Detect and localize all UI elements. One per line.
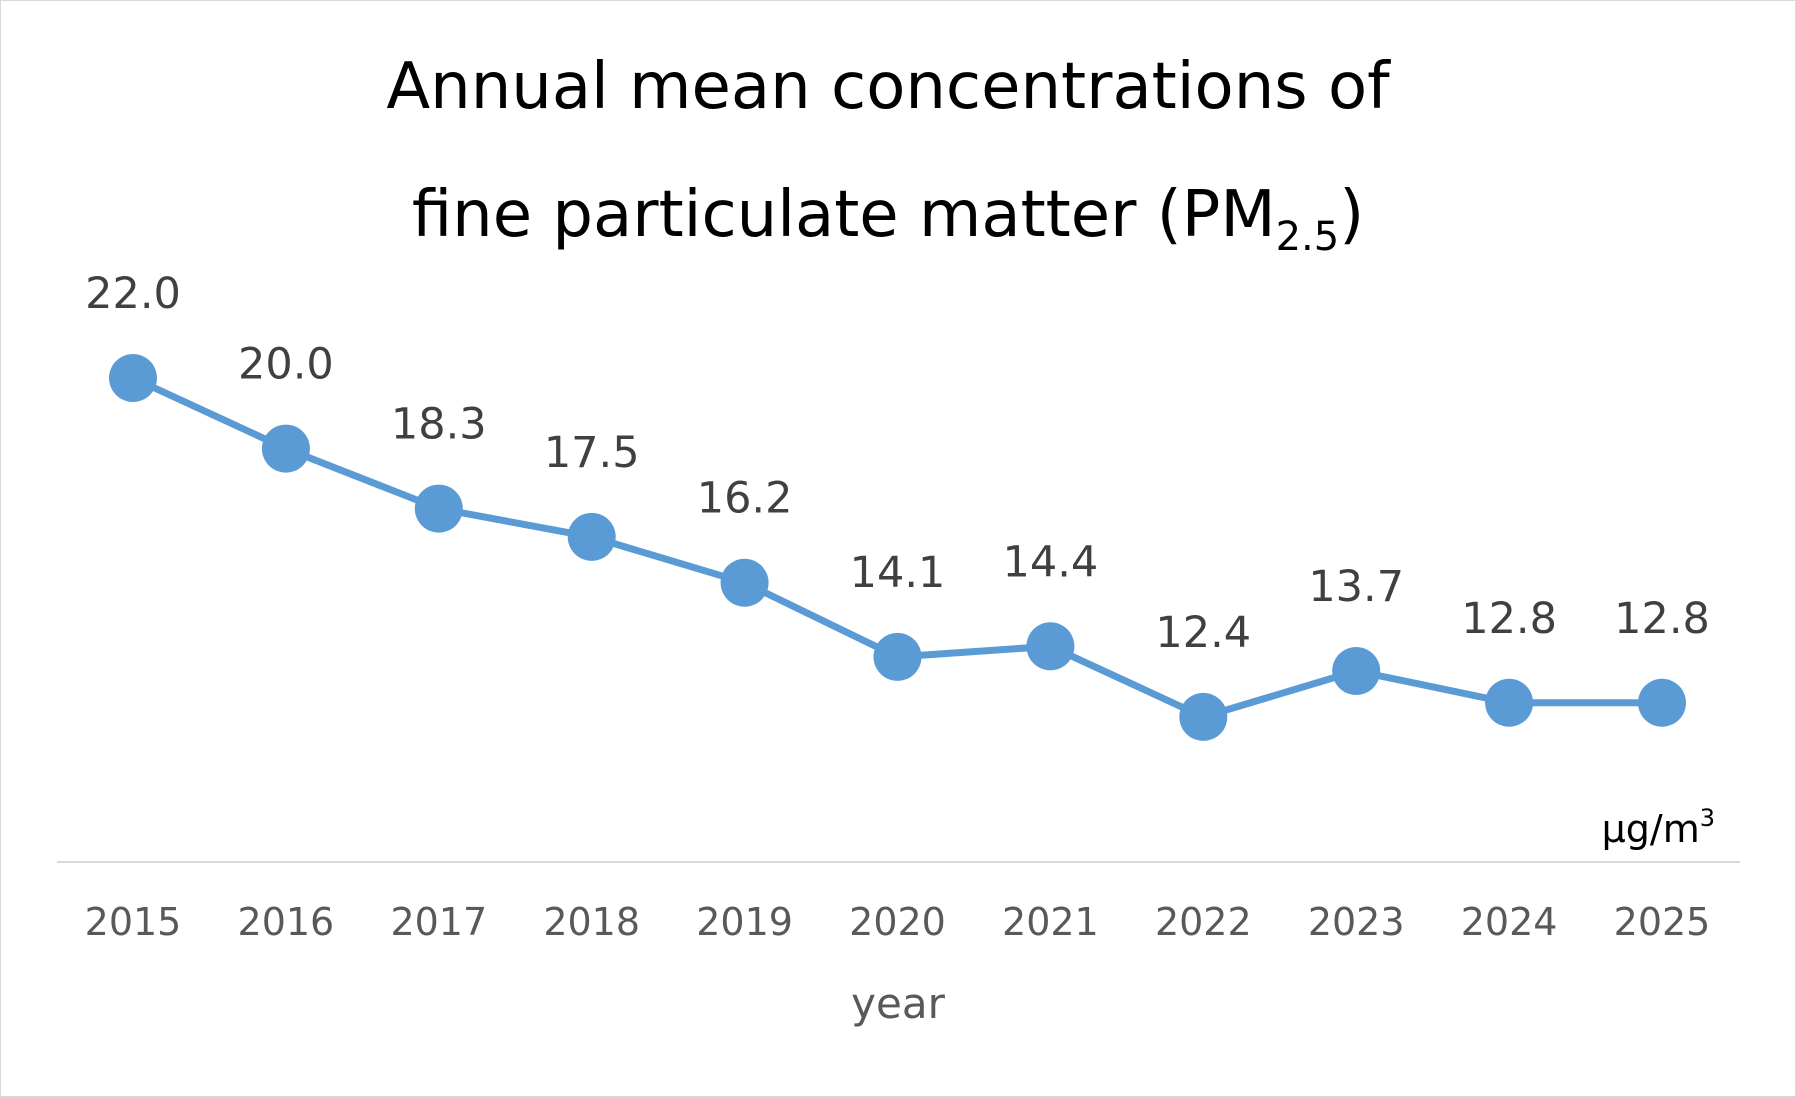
x-tick-label: 2018 — [543, 900, 640, 944]
data-point — [1179, 692, 1228, 741]
data-label: 12.8 — [1461, 594, 1557, 644]
chart-title-subscript: 2.5 — [1276, 214, 1340, 260]
x-tick-labels: 2015 2016 2017 2018 2019 2020 2021 2022 2023 2024… — [85, 900, 1711, 944]
x-tick-label: 2017 — [390, 900, 487, 944]
x-tick-label: 2024 — [1461, 900, 1558, 944]
unit-base: μg/m — [1602, 807, 1700, 851]
data-label: 18.3 — [391, 400, 487, 450]
x-tick-label: 2020 — [849, 900, 946, 944]
data-label: 12.4 — [1155, 608, 1251, 658]
chart-title-line-1: Annual mean concentrations of — [386, 50, 1391, 124]
data-point — [1485, 678, 1534, 727]
x-tick-label: 2015 — [85, 900, 182, 944]
data-point — [1332, 646, 1381, 695]
data-point — [1026, 622, 1075, 671]
data-label: 17.5 — [544, 428, 640, 478]
x-tick-label: 2021 — [1002, 900, 1099, 944]
chart-title-suffix: ) — [1339, 178, 1364, 252]
data-label: 22.0 — [85, 269, 181, 319]
data-point — [720, 558, 769, 607]
unit-label: μg/m3 — [1602, 804, 1715, 851]
data-label: 16.2 — [697, 474, 793, 524]
data-label: 20.0 — [238, 340, 334, 390]
data-points — [109, 354, 1686, 741]
data-label: 13.7 — [1308, 562, 1404, 612]
data-labels: 22.0 20.0 18.3 17.5 16.2 14.1 14.4 12.4 13.7 12.8… — [85, 269, 1710, 658]
x-tick-label: 2019 — [696, 900, 793, 944]
x-tick-label: 2025 — [1614, 900, 1711, 944]
data-point — [873, 632, 922, 681]
x-tick-label: 2016 — [238, 900, 335, 944]
data-label: 14.1 — [850, 548, 946, 598]
data-point — [414, 484, 463, 533]
unit-superscript: 3 — [1700, 804, 1715, 832]
data-point — [261, 424, 310, 473]
x-axis-title: year — [851, 979, 945, 1028]
x-tick-label: 2023 — [1308, 900, 1405, 944]
data-label: 12.8 — [1614, 594, 1710, 644]
data-point — [1638, 678, 1686, 727]
x-tick-label: 2022 — [1155, 900, 1252, 944]
chart-title-line-2: fine particulate matter (PM2.5) — [412, 178, 1364, 260]
chart-title-prefix: fine particulate matter (PM — [412, 178, 1276, 252]
data-point — [109, 354, 157, 402]
data-label: 14.4 — [1003, 537, 1099, 587]
data-point — [567, 512, 616, 561]
